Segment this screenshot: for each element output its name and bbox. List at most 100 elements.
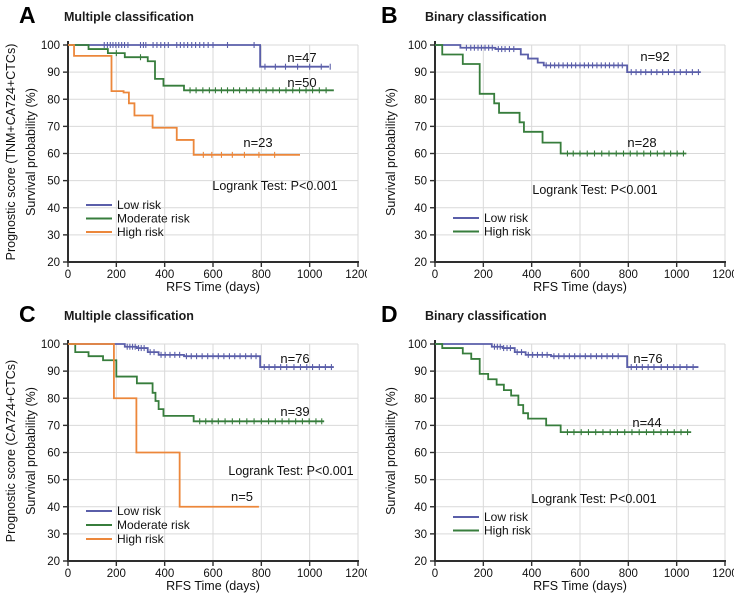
y-tick-label: 60: [47, 448, 60, 460]
censor-ticks-high-risk: [566, 429, 689, 436]
x-tick-label: 1200: [712, 568, 734, 580]
logrank-annotation: Logrank Test: P<0.001: [228, 464, 353, 478]
y-tick-label: 50: [414, 176, 427, 188]
x-axis-label-b: RFS Time (days): [533, 280, 627, 294]
y-axis-label-a: Survival probability (%): [24, 88, 38, 216]
logrank-annotation: Logrank Test: P<0.001: [212, 179, 337, 193]
n-label-high-risk: n=5: [231, 489, 253, 504]
x-tick-label: 0: [65, 269, 71, 281]
x-tick-label: 1000: [297, 269, 323, 281]
censor-ticks-high-risk: [202, 151, 276, 158]
y-tick-label: 20: [414, 257, 427, 269]
y-tick-label: 20: [47, 257, 60, 269]
y-axis-label-b: Survival probability (%): [384, 88, 398, 216]
legend-label-moderate-risk: Moderate risk: [117, 212, 191, 226]
y-tick-label: 80: [47, 94, 60, 106]
y-tick-label: 60: [47, 149, 60, 161]
y-tick-label: 30: [414, 230, 427, 242]
y-axis-label-d: Survival probability (%): [384, 387, 398, 515]
legend-label-high-risk: High risk: [117, 532, 165, 546]
x-tick-label: 600: [570, 568, 589, 580]
gridlines: [435, 44, 726, 262]
y-tick-label: 90: [414, 366, 427, 378]
n-label-low-risk: n=76: [280, 351, 309, 366]
censor-ticks-low-risk: [465, 44, 699, 76]
censor-ticks-low-risk: [103, 42, 331, 70]
censor-ticks-moderate-risk: [199, 418, 323, 425]
x-tick-label: 200: [107, 269, 126, 281]
panel-letter-a: A: [19, 2, 36, 28]
n-label-low-risk: n=47: [287, 50, 316, 65]
censor-ticks-moderate-risk: [115, 50, 327, 94]
x-tick-label: 0: [65, 568, 71, 580]
x-tick-label: 1000: [664, 269, 690, 281]
x-tick-label: 400: [522, 568, 541, 580]
n-label-high-risk: n=28: [627, 135, 656, 150]
y-tick-label: 100: [408, 40, 427, 52]
axis-tick-labels: 2030405060708090100020040060080010001200: [408, 339, 734, 580]
y-tick-label: 60: [414, 149, 427, 161]
y-tick-label: 70: [414, 121, 427, 133]
x-tick-label: 800: [619, 568, 638, 580]
y-tick-label: 90: [414, 67, 427, 79]
x-tick-label: 1200: [345, 269, 367, 281]
y-tick-label: 40: [47, 502, 60, 514]
y-tick-label: 20: [47, 556, 60, 568]
x-tick-label: 1000: [297, 568, 323, 580]
x-axis-label-d: RFS Time (days): [533, 579, 627, 593]
y-tick-label: 30: [47, 230, 60, 242]
x-tick-label: 600: [203, 269, 222, 281]
y-tick-label: 70: [47, 121, 60, 133]
km-curve-low-risk: [68, 44, 329, 68]
km-curve-high-risk: [435, 343, 692, 434]
n-label-high-risk: n=23: [243, 135, 272, 150]
x-tick-label: 600: [570, 269, 589, 281]
legend-label-high-risk: High risk: [484, 225, 532, 239]
n-label-high-risk: n=44: [632, 415, 661, 430]
panel-title-b: Binary classification: [425, 10, 547, 24]
logrank-annotation: Logrank Test: P<0.001: [532, 183, 657, 197]
panel-title-a: Multiple classification: [64, 10, 194, 24]
y-tick-label: 70: [414, 420, 427, 432]
y-axis-outer-label-a: Prognostic score (TNM+CA724+CTCs): [4, 43, 18, 261]
y-tick-label: 50: [414, 475, 427, 487]
panel-b: B Binary classification Survival probabi…: [367, 0, 734, 299]
km-curve-high-risk: [68, 343, 259, 508]
panel-a: A Multiple classification Prognostic sco…: [0, 0, 367, 299]
axis-ticks: [63, 343, 359, 566]
km-curve-high-risk: [435, 44, 687, 155]
km-plot-a: 2030405060708090100020040060080010001200…: [41, 40, 367, 281]
x-tick-label: 800: [252, 269, 271, 281]
x-tick-label: 800: [619, 269, 638, 281]
legend-label-low-risk: Low risk: [484, 211, 529, 225]
censor-ticks-low-risk: [493, 343, 694, 371]
y-tick-label: 30: [414, 529, 427, 541]
n-label-low-risk: n=76: [633, 351, 662, 366]
km-curve-high-risk: [68, 44, 300, 156]
y-tick-label: 40: [414, 203, 427, 215]
km-curve-moderate-risk: [68, 343, 325, 423]
y-tick-label: 60: [414, 448, 427, 460]
y-tick-label: 100: [41, 40, 60, 52]
y-tick-label: 90: [47, 366, 60, 378]
axis-tick-labels: 2030405060708090100020040060080010001200: [41, 40, 367, 281]
y-tick-label: 70: [47, 420, 60, 432]
y-axis-outer-label-c: Prognostic score (CA724+CTCs): [4, 359, 18, 543]
km-plot-b: 2030405060708090100020040060080010001200…: [408, 40, 734, 281]
y-tick-label: 100: [41, 339, 60, 351]
y-tick-label: 20: [414, 556, 427, 568]
n-label-moderate-risk: n=39: [280, 404, 309, 419]
x-tick-label: 400: [155, 568, 174, 580]
x-tick-label: 600: [203, 568, 222, 580]
legend-label-high-risk: High risk: [117, 225, 165, 239]
panel-letter-b: B: [381, 2, 398, 28]
x-axis-label-c: RFS Time (days): [166, 579, 260, 593]
y-tick-label: 30: [47, 529, 60, 541]
x-tick-label: 400: [155, 269, 174, 281]
panel-letter-c: C: [19, 301, 36, 327]
gridlines: [68, 343, 359, 561]
censor-ticks-high-risk: [566, 150, 684, 157]
